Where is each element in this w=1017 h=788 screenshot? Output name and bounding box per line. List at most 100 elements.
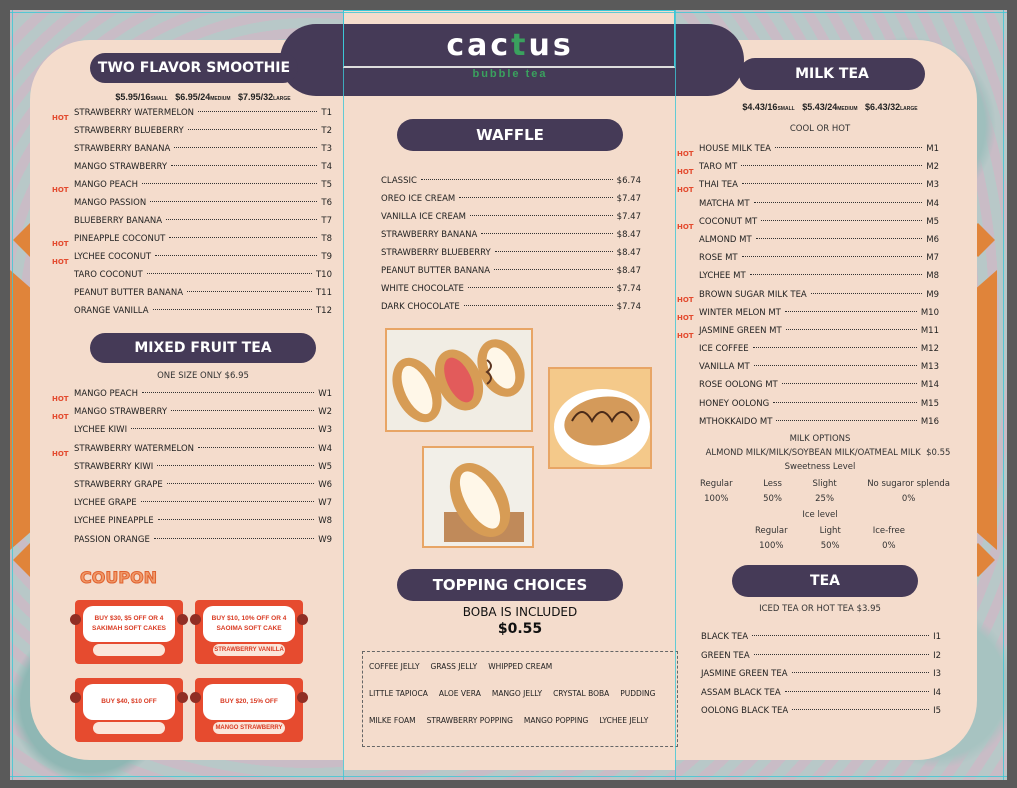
ice-title: Ice level	[802, 510, 838, 520]
item-code: M16	[920, 416, 939, 427]
item-name: WHITE CHOCOLATE	[381, 284, 464, 294]
tea-list: BLACK TEA I1 GREEN TEA I2 JASMINE GREEN TEA I…	[701, 628, 941, 721]
coupon-notch	[177, 692, 188, 703]
dot-leader	[752, 347, 917, 349]
menu-item: DARK CHOCOLATE $7.74	[381, 298, 641, 316]
level-label: Light	[819, 526, 841, 536]
menu-item: BLUEBERRY BANANA T7	[74, 212, 332, 230]
dot-leader	[174, 147, 318, 148]
toppings-box: COFFEE JELLY GRASS JELLY WHIPPED CREAM LIT…	[362, 651, 678, 747]
menu-item: HOT MANGO STRAWBERRY W2	[52, 403, 332, 421]
waffle-photo-box	[422, 446, 534, 548]
milk-tea-prices: $4.43/16SMALL $5.43/24MEDIUM $6.43/32LAR…	[710, 102, 950, 112]
menu-item: ORANGE VANILLA T12	[74, 302, 332, 320]
item-name: ORANGE VANILLA	[74, 306, 149, 316]
item-name: ROSE OOLONG MT	[699, 380, 778, 391]
dot-leader	[157, 464, 315, 466]
topping-row: LITTLE TAPIOCA ALOE VERA MANGO JELLY CRYSTA…	[363, 689, 677, 698]
item-name: STRAWBERRY KIWI	[74, 461, 154, 472]
milk-tea-title: MILK TEA	[739, 58, 925, 90]
menu-item: PASSION ORANGE W9	[74, 531, 332, 549]
fruit-tea-title: MIXED FRUIT TEA	[90, 333, 316, 363]
dot-leader	[775, 147, 923, 148]
item-name: STRAWBERRY BLUEBERRY	[74, 126, 184, 136]
dot-leader	[791, 672, 930, 673]
coupon-card-2[interactable]: BUY $10, 10% OFF OR 4 SAOIMA SOFT CAKE S…	[190, 600, 308, 664]
menu-item: HOT HOUSE MILK TEA M1	[677, 140, 939, 158]
level-label: Regular	[700, 479, 733, 489]
item-name: STRAWBERRY WATERMELON	[74, 443, 195, 454]
item-code: W8	[318, 516, 332, 527]
guide-line	[1003, 10, 1004, 780]
dot-leader	[810, 292, 923, 294]
coupon-card-3[interactable]: BUY $40, $10 OFF	[70, 678, 188, 742]
item-name: COCONUT MT	[699, 216, 758, 227]
hot-badge-icon: HOT	[52, 186, 69, 194]
item-code: T3	[321, 144, 332, 154]
menu-item: ROSE MT M7	[699, 249, 939, 267]
item-code: T4	[321, 162, 332, 172]
item-code: I5	[933, 706, 941, 716]
item-code: $7.74	[616, 302, 641, 312]
level-option: Light 50%	[820, 524, 841, 554]
menu-item: STRAWBERRY BLUEBERRY $8.47	[381, 244, 641, 262]
item-name: MANGO PASSION	[74, 198, 147, 208]
item-code: $8.47	[616, 230, 641, 240]
coupon-card-4[interactable]: BUY $20, 15% OFF MANGO STRAWBERRY	[190, 678, 308, 742]
coupon-notch	[70, 614, 81, 625]
topping-item: ALOE VERA	[438, 689, 481, 698]
item-name: PASSION ORANGE	[74, 534, 150, 545]
menu-canvas: cactus bubble tea TWO FLAVOR SMOOTHIE $5…	[10, 10, 1007, 780]
dot-leader	[467, 287, 613, 288]
guide-line	[675, 10, 676, 780]
guide-line	[10, 776, 1007, 777]
item-code: M15	[920, 398, 939, 409]
item-code: I1	[933, 632, 941, 642]
item-name: MANGO STRAWBERRY	[74, 407, 168, 418]
dot-leader	[752, 635, 930, 636]
hot-badge-icon: HOT	[52, 413, 69, 422]
dot-leader	[755, 237, 923, 239]
milk-tea-temp: COOL OR HOT	[789, 124, 851, 134]
dot-leader	[150, 201, 318, 202]
level-value: 100%	[704, 494, 729, 504]
item-name: HOUSE MILK TEA	[699, 144, 772, 154]
menu-item: HOT TARO MT M2	[677, 158, 939, 176]
dot-leader	[187, 129, 318, 130]
item-code: $6.74	[616, 176, 641, 186]
menu-item: HOT STRAWBERRY WATERMELON T1	[52, 104, 332, 122]
item-code: M10	[920, 307, 939, 318]
menu-item: HOT MANGO PEACH W1	[52, 385, 332, 403]
price-small: $5.95/16SMALL	[115, 92, 168, 102]
menu-item: LYCHEE PINEAPPLE W8	[74, 512, 332, 530]
dot-leader	[753, 653, 930, 655]
tea-title: TEA	[732, 565, 918, 597]
item-name: OREO ICE CREAM	[381, 194, 456, 204]
toppings-title: TOPPING CHOICES	[397, 569, 623, 601]
menu-item: HOT JASMINE GREEN MT M11	[677, 322, 939, 340]
menu-item: JASMINE GREEN TEA I3	[701, 665, 941, 684]
item-name: MANGO STRAWBERRY	[74, 162, 168, 172]
item-name: GREEN TEA	[701, 650, 750, 661]
menu-item: HOT LYCHEE COCONUT T9	[52, 248, 332, 266]
menu-item: ASSAM BLACK TEA I4	[701, 684, 941, 703]
item-code: $8.47	[616, 248, 641, 258]
item-name: LYCHEE GRAPE	[74, 498, 137, 509]
level-option: Slight 25%	[812, 477, 836, 507]
menu-item: WHITE CHOCOLATE $7.74	[381, 280, 641, 298]
item-code: W2	[318, 407, 332, 418]
item-code: $7.47	[616, 194, 641, 204]
level-value: 25%	[815, 494, 835, 504]
item-code: W3	[318, 425, 332, 436]
hot-badge-icon: HOT	[677, 295, 694, 304]
item-code: W5	[318, 461, 332, 472]
coupon-card-1[interactable]: BUY $30, $5 OFF OR 4 SAKIMAH SOFT CAKES	[70, 600, 188, 664]
dot-leader	[741, 256, 923, 258]
waffle-title: WAFFLE	[397, 119, 623, 151]
item-name: PINEAPPLE COCONUT	[74, 234, 166, 244]
dot-leader	[166, 482, 315, 484]
milk-options-price: $0.55	[926, 448, 951, 458]
dot-leader	[785, 328, 917, 330]
level-value: 50%	[820, 541, 840, 551]
hot-badge-icon: HOT	[677, 168, 694, 177]
